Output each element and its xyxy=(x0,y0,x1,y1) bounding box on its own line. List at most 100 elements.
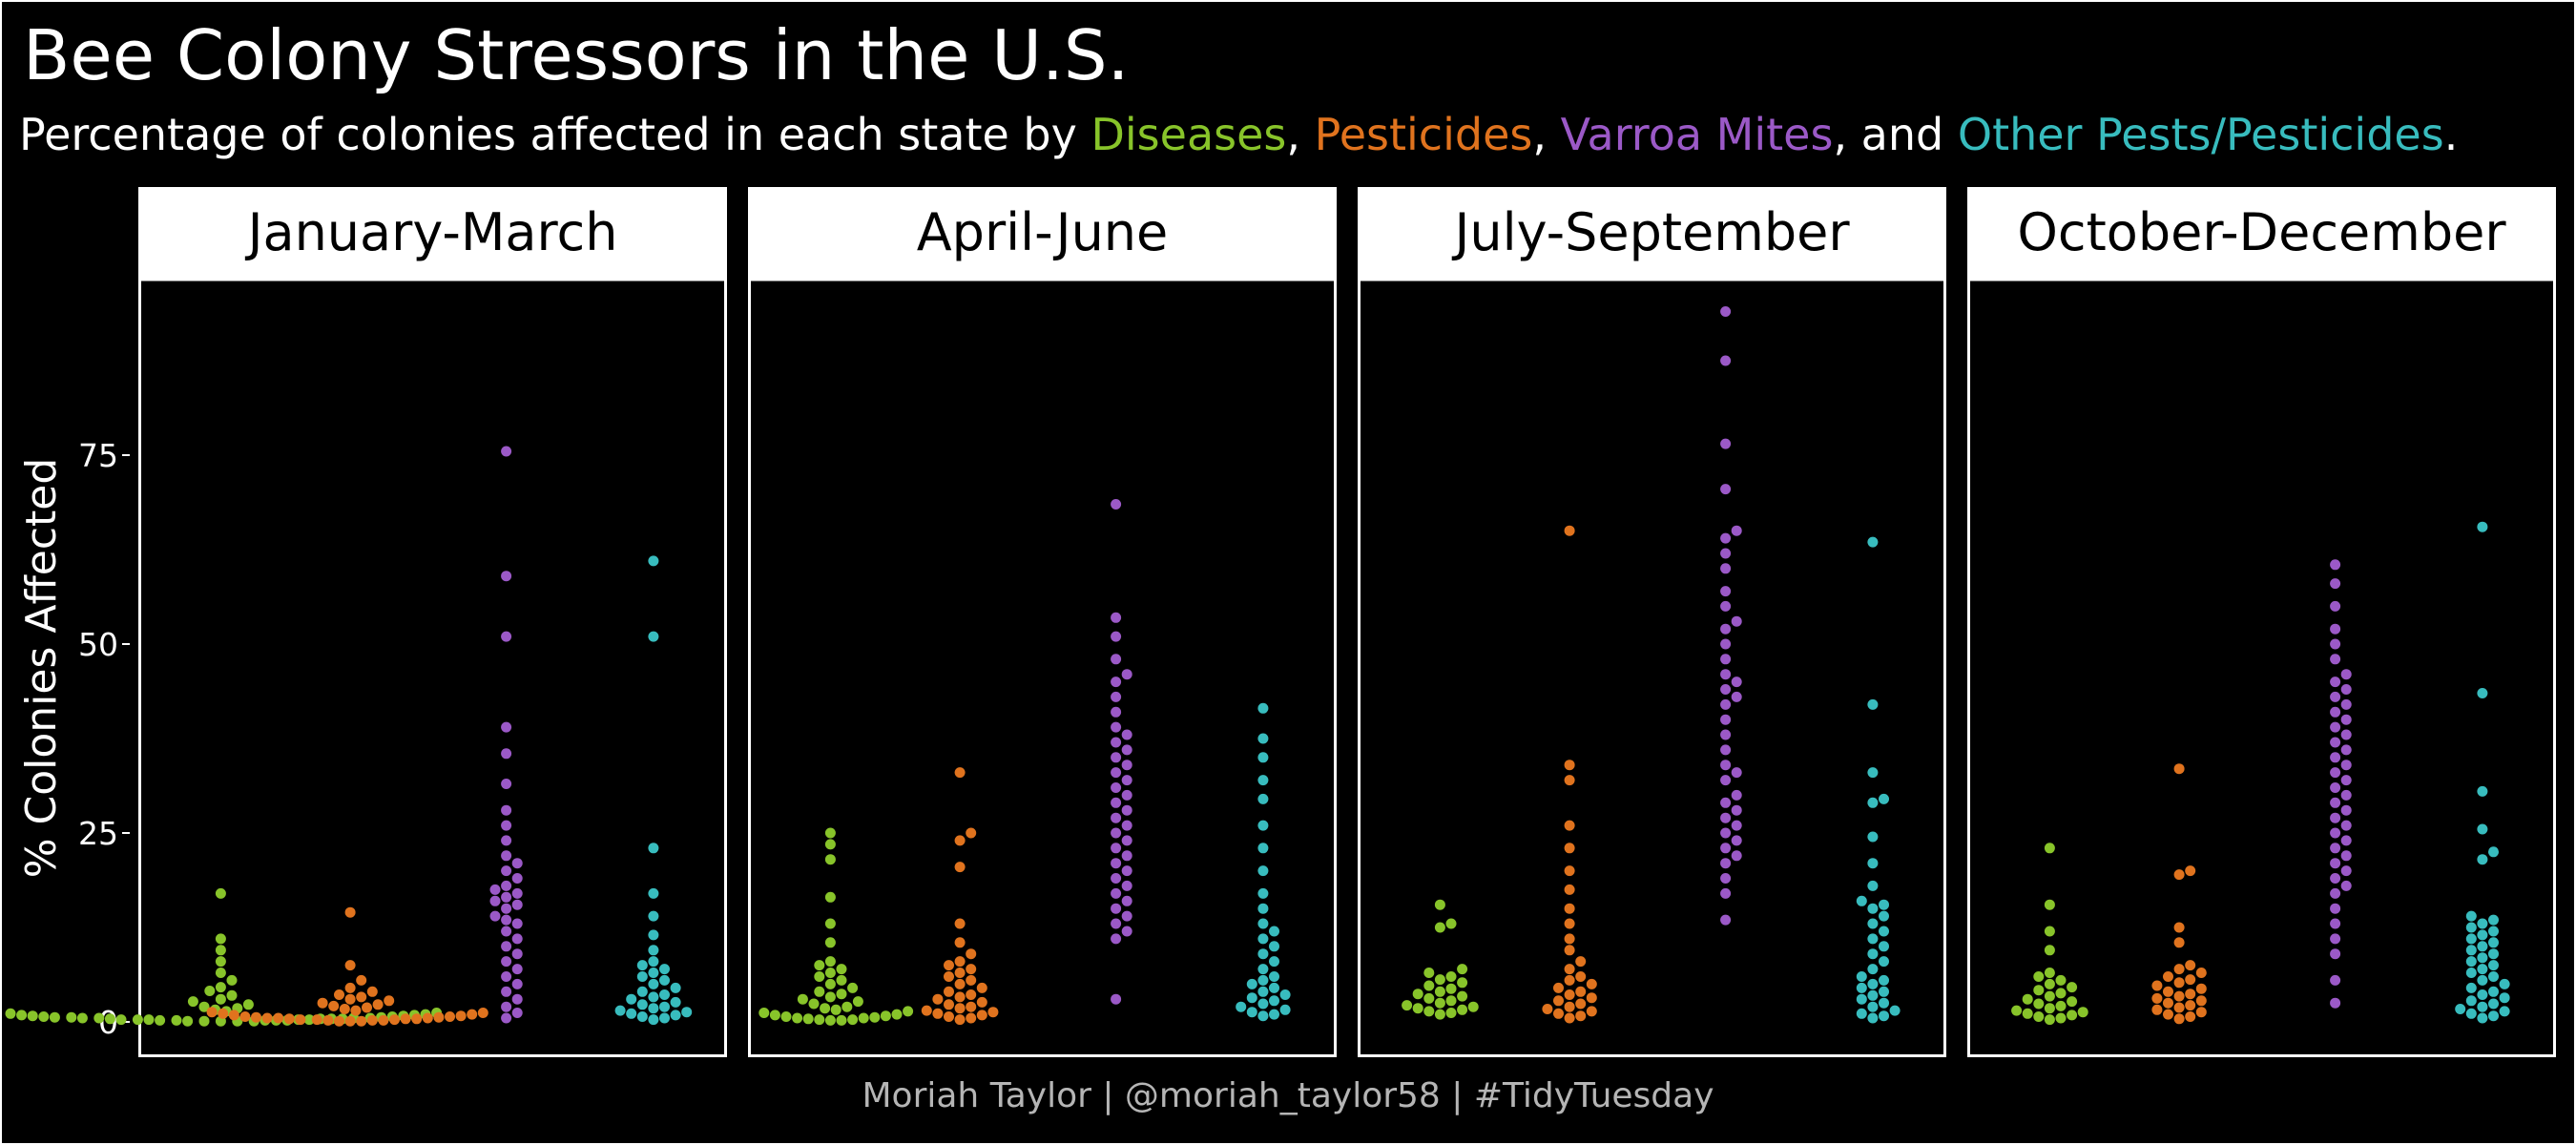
data-point xyxy=(648,1014,659,1026)
data-point xyxy=(1434,1009,1445,1020)
data-point xyxy=(648,887,659,899)
data-point xyxy=(2330,737,2341,748)
data-point xyxy=(1564,525,1575,536)
data-point xyxy=(1564,964,1575,975)
data-point xyxy=(215,993,226,1005)
data-point xyxy=(648,1003,659,1014)
data-point xyxy=(830,1004,841,1015)
data-point xyxy=(334,989,344,1000)
data-point xyxy=(1720,438,1732,449)
series-group xyxy=(489,446,523,1024)
data-point xyxy=(1867,918,1879,929)
data-point xyxy=(2340,698,2352,710)
data-point xyxy=(2340,669,2352,680)
data-point xyxy=(2173,1002,2185,1013)
data-point xyxy=(1257,974,1269,986)
data-point xyxy=(1121,880,1132,891)
data-point xyxy=(511,933,523,945)
subtitle-separator: , xyxy=(1286,109,1315,160)
data-point xyxy=(2185,974,2196,986)
data-point xyxy=(824,891,836,903)
data-point xyxy=(2077,1007,2088,1018)
data-point xyxy=(1720,714,1732,725)
data-point xyxy=(1434,899,1445,910)
data-point xyxy=(215,945,226,956)
data-point xyxy=(626,993,637,1005)
data-point xyxy=(1867,948,1879,960)
data-point xyxy=(2330,974,2341,986)
data-point xyxy=(2330,578,2341,590)
data-point xyxy=(659,989,670,1000)
y-tick-label: 50 xyxy=(78,626,118,663)
data-point xyxy=(2173,1013,2185,1025)
facet-strip xyxy=(1967,187,2556,280)
data-point xyxy=(954,991,966,1003)
data-point xyxy=(2330,677,2341,688)
data-point xyxy=(1257,887,1269,899)
data-point xyxy=(2151,1004,2163,1015)
data-point xyxy=(1457,977,1468,989)
data-point xyxy=(2340,714,2352,725)
data-point xyxy=(1867,1001,1879,1012)
data-point xyxy=(1423,980,1435,991)
data-point xyxy=(477,1008,488,1018)
data-point xyxy=(1423,992,1435,1004)
data-point xyxy=(1246,1007,1257,1018)
data-point xyxy=(2195,968,2207,978)
data-point xyxy=(215,887,226,899)
data-point xyxy=(648,968,659,978)
data-point xyxy=(1564,775,1575,786)
data-point xyxy=(932,1008,944,1019)
data-point xyxy=(2173,763,2185,775)
data-point xyxy=(2499,978,2510,989)
data-point xyxy=(1720,563,1732,574)
data-point xyxy=(2465,922,2477,933)
data-point xyxy=(1879,926,1889,937)
data-point xyxy=(2195,995,2207,1007)
data-point xyxy=(792,1012,803,1024)
data-point xyxy=(2044,990,2055,1002)
data-point xyxy=(2477,964,2488,975)
data-point xyxy=(261,1012,273,1024)
data-point xyxy=(2173,964,2185,975)
data-point xyxy=(2173,990,2185,1002)
data-point xyxy=(2163,997,2173,1009)
data-point xyxy=(626,1008,637,1019)
facet-panel-border xyxy=(1967,278,2556,1057)
data-point xyxy=(198,1001,210,1012)
data-point xyxy=(2330,623,2341,635)
data-point xyxy=(2067,1010,2078,1021)
data-point xyxy=(1856,993,1867,1005)
data-point xyxy=(2330,903,2341,914)
data-point xyxy=(356,991,367,1003)
data-point xyxy=(501,926,512,937)
data-point xyxy=(1879,986,1889,997)
data-point xyxy=(1586,992,1597,1004)
data-point xyxy=(1731,677,1742,688)
facet-panel-border xyxy=(1358,278,1946,1057)
data-point xyxy=(2340,865,2352,877)
data-point xyxy=(1257,702,1269,714)
data-point xyxy=(1121,926,1132,937)
data-point xyxy=(824,978,836,989)
data-point xyxy=(455,1010,467,1022)
data-point xyxy=(1720,586,1732,597)
data-point xyxy=(501,804,512,816)
facet-strip xyxy=(1358,187,1946,280)
data-point xyxy=(966,1012,977,1024)
data-point xyxy=(242,999,254,1010)
y-tick-label: 75 xyxy=(78,437,118,474)
facet-strip-label: January-March xyxy=(245,202,618,262)
data-point xyxy=(511,948,523,960)
data-point xyxy=(2033,985,2045,996)
data-point xyxy=(2477,974,2488,986)
data-point xyxy=(944,999,954,1010)
data-point xyxy=(1121,910,1132,922)
data-point xyxy=(1445,918,1457,929)
data-point xyxy=(1121,760,1132,771)
data-point xyxy=(2044,945,2055,956)
data-point xyxy=(1269,926,1279,937)
data-point xyxy=(356,1015,367,1027)
data-point xyxy=(2044,978,2055,989)
